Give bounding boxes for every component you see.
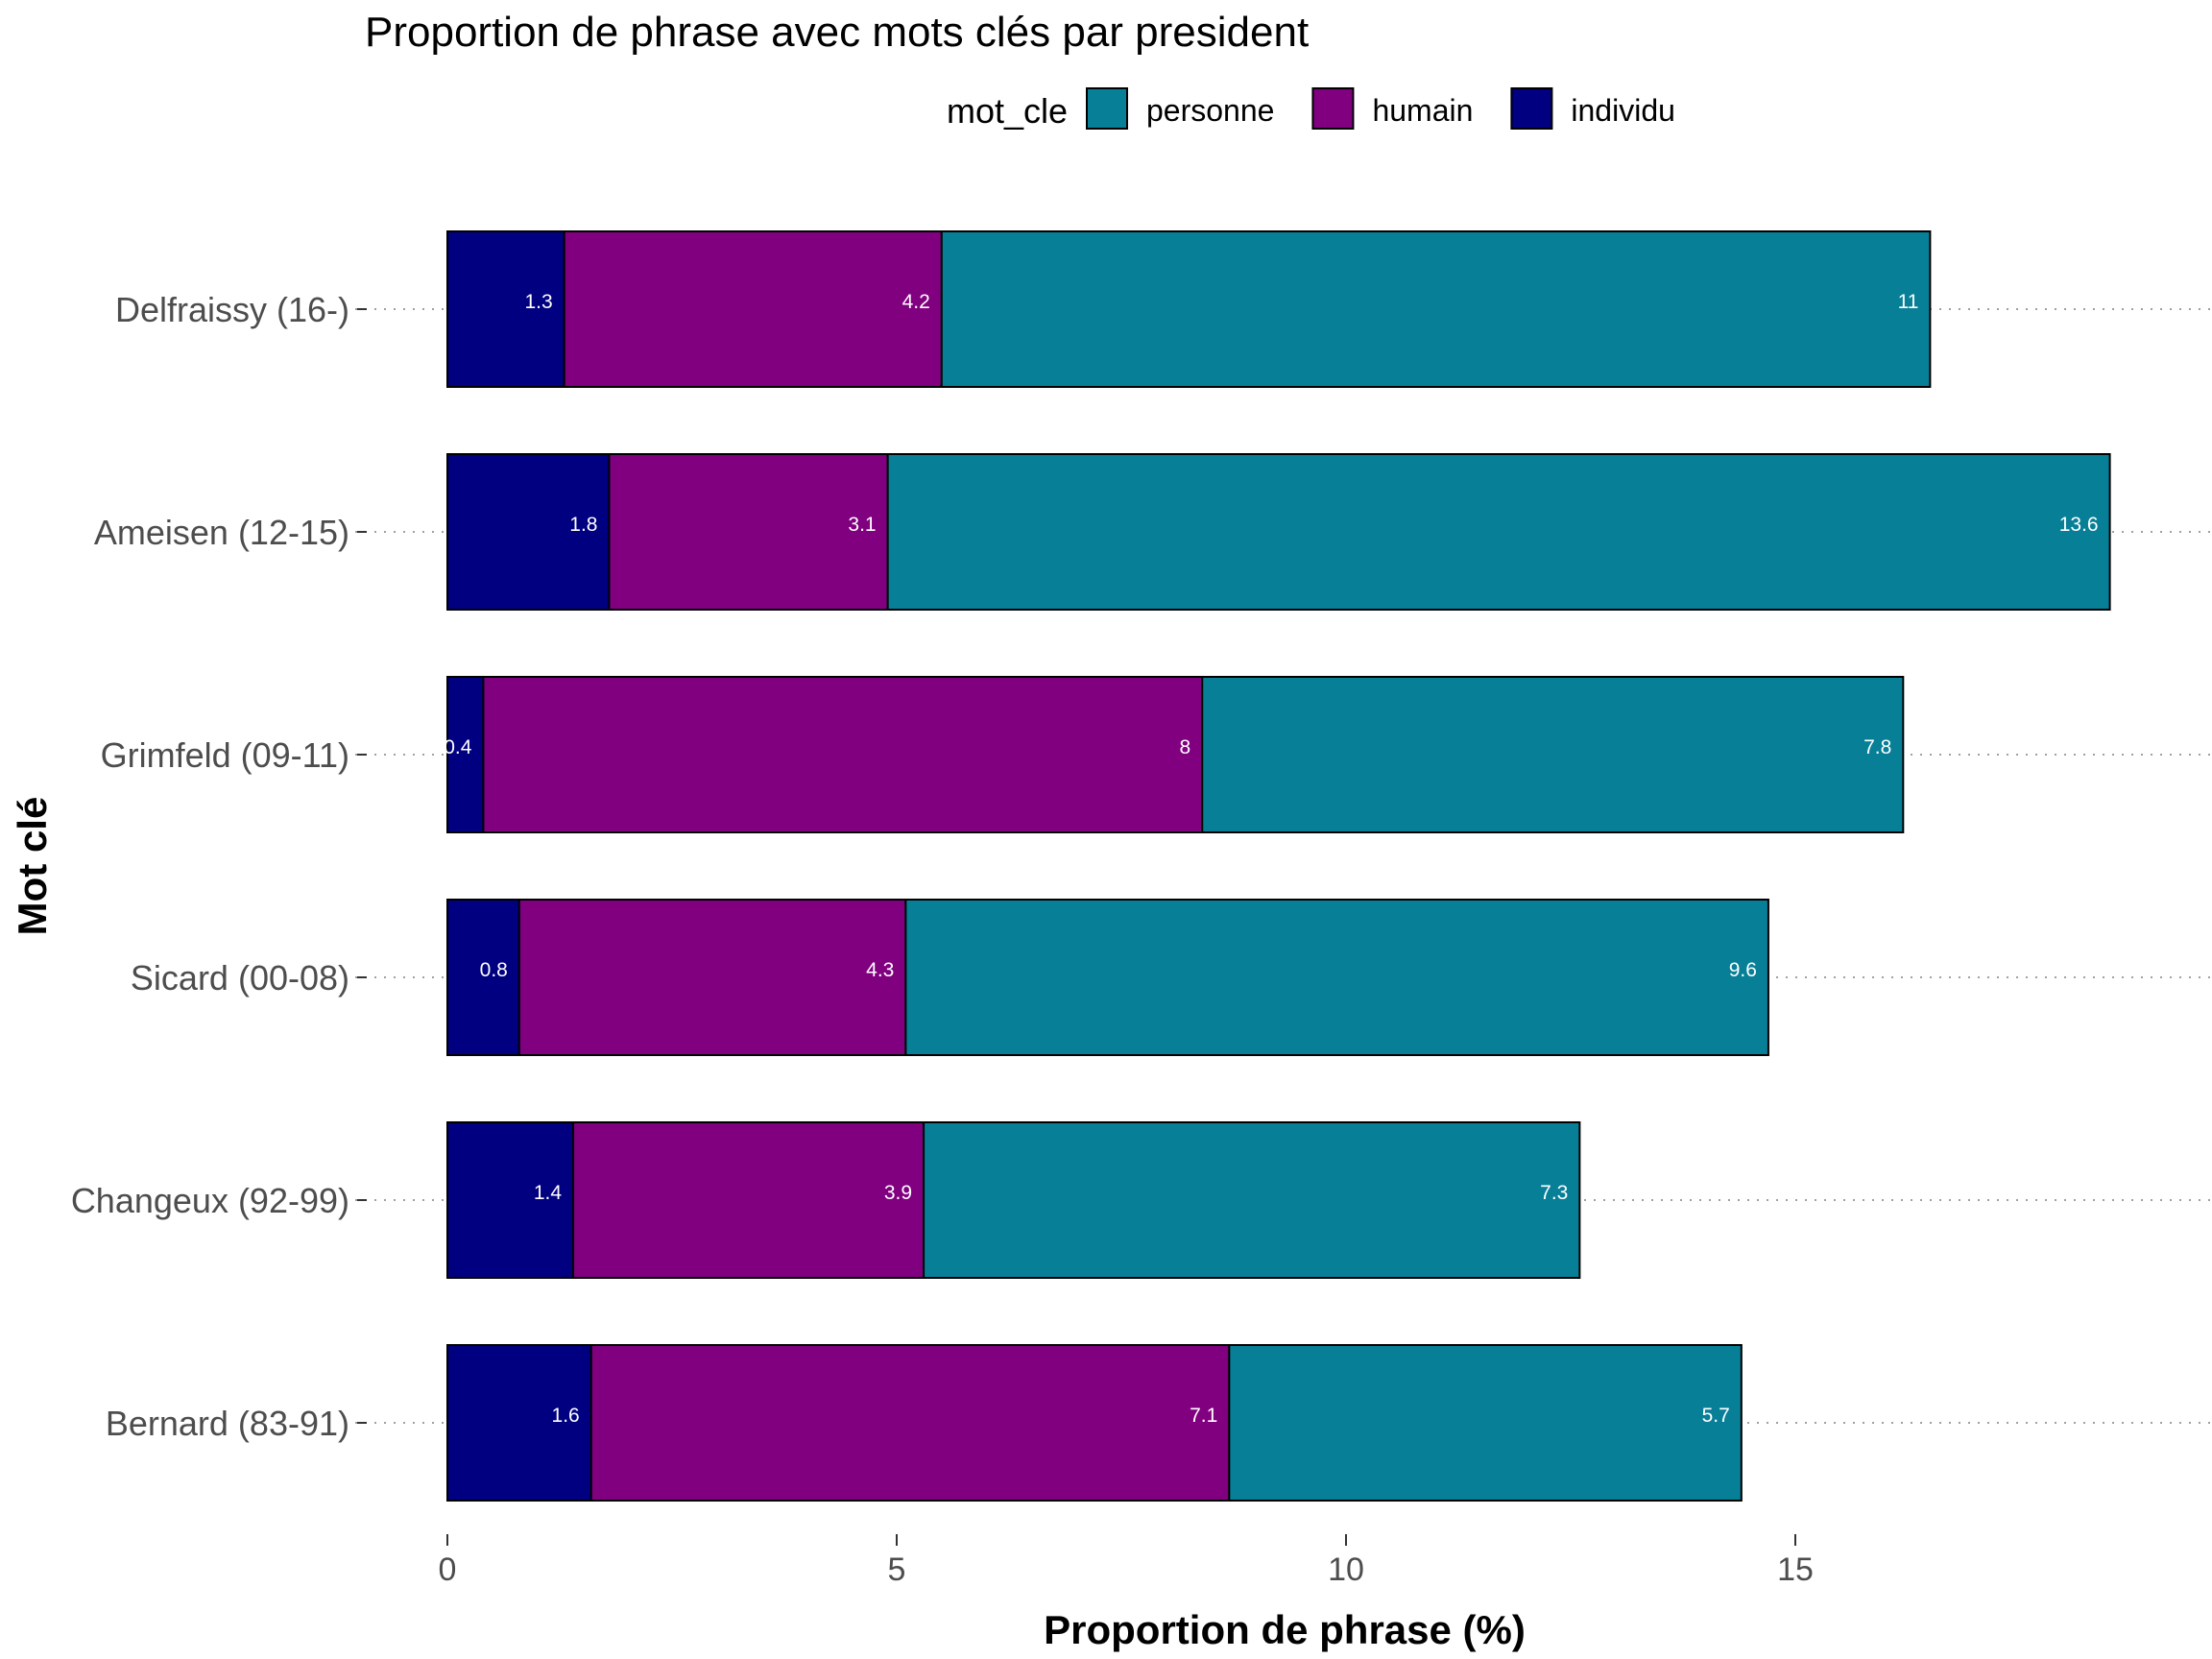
bars — [446, 230, 2111, 1502]
bar-sicard-00-08-individu — [446, 899, 520, 1056]
bar-delfraissy-16-personne — [940, 230, 1932, 388]
bar-delfraissy-16-humain — [563, 230, 943, 388]
bar-ameisen-12-15-individu — [446, 453, 611, 611]
data-label-ameisen-12-15-personne: 13.6 — [2059, 514, 2099, 536]
bar-changeux-92-99-personne — [923, 1121, 1581, 1279]
data-label-bernard-83-91-personne: 5.7 — [1702, 1405, 1730, 1427]
bar-changeux-92-99-humain — [572, 1121, 926, 1279]
data-label-sicard-00-08-personne: 9.6 — [1729, 959, 1757, 981]
x-axis-title: Proportion de phrase (%) — [1044, 1607, 1526, 1652]
y-tick-label-sicard-00-08: Sicard (00-08) — [131, 958, 349, 998]
data-label-bernard-83-91-individu: 1.6 — [552, 1405, 580, 1427]
legend-key-humain — [1311, 87, 1355, 130]
data-label-grimfeld-09-11-individu: 0.4 — [444, 736, 472, 758]
data-label-grimfeld-09-11-humain: 8 — [1180, 736, 1191, 758]
y-tick-label-bernard-83-91: Bernard (83-91) — [106, 1404, 349, 1443]
data-label-sicard-00-08-humain: 4.3 — [866, 959, 894, 981]
bar-bernard-83-91-humain — [589, 1344, 1231, 1502]
data-label-delfraissy-16-personne: 11 — [1898, 291, 1919, 313]
y-tick-label-delfraissy-16: Delfraissy (16-) — [115, 290, 349, 329]
x-tick-label-0: 0 — [439, 1551, 457, 1588]
bar-sicard-00-08-humain — [517, 899, 907, 1056]
legend-key-individu — [1510, 87, 1553, 130]
legend-label-individu: individu — [1571, 93, 1675, 128]
data-label-grimfeld-09-11-personne: 7.8 — [1863, 736, 1891, 758]
x-tick-label-15: 15 — [1777, 1551, 1814, 1588]
bar-ameisen-12-15-personne — [886, 453, 2111, 611]
y-axis-title: Mot clé — [10, 797, 55, 936]
bar-bernard-83-91-personne — [1228, 1344, 1743, 1502]
bar-grimfeld-09-11-personne — [1201, 676, 1905, 833]
y-tick-label-grimfeld-09-11: Grimfeld (09-11) — [101, 735, 349, 775]
data-label-sicard-00-08-individu: 0.8 — [480, 959, 508, 981]
data-label-changeux-92-99-personne: 7.3 — [1540, 1182, 1568, 1204]
data-label-ameisen-12-15-individu: 1.8 — [569, 514, 597, 536]
legend-key-personne — [1086, 87, 1128, 130]
legend-label-personne: personne — [1146, 93, 1274, 128]
bar-delfraissy-16-individu — [446, 230, 565, 388]
bar-ameisen-12-15-humain — [608, 453, 889, 611]
y-axis: Delfraissy (16-) Ameisen (12-15) Grimfeld … — [71, 290, 367, 1443]
x-axis: 0 5 10 15 — [439, 1534, 1814, 1588]
data-label-changeux-92-99-humain: 3.9 — [884, 1182, 912, 1204]
x-tick-label-5: 5 — [888, 1551, 906, 1588]
legend-label-humain: humain — [1372, 93, 1473, 128]
legend-title: mot_cle — [947, 91, 1068, 131]
y-tick-label-changeux-92-99: Changeux (92-99) — [71, 1181, 349, 1220]
data-labels: 1.3 4.2 11 1.8 3.1 13.6 0.4 8 7.8 0.8 4.3 9.6 1.4 3.9… — [444, 291, 2098, 1427]
bar-grimfeld-09-11-humain — [482, 676, 1204, 833]
bar-sicard-00-08-personne — [904, 899, 1769, 1056]
data-label-bernard-83-91-humain: 7.1 — [1190, 1405, 1217, 1427]
y-tick-label-ameisen-12-15: Ameisen (12-15) — [94, 513, 349, 552]
data-label-changeux-92-99-individu: 1.4 — [534, 1182, 563, 1204]
chart-title: Proportion de phrase avec mots clés par … — [365, 9, 1309, 56]
data-label-delfraissy-16-individu: 1.3 — [524, 291, 552, 313]
data-label-delfraissy-16-humain: 4.2 — [902, 291, 930, 313]
bar-grimfeld-09-11-individu — [446, 676, 485, 833]
x-tick-label-10: 10 — [1328, 1551, 1364, 1588]
data-label-ameisen-12-15-humain: 3.1 — [848, 514, 876, 536]
bar-bernard-83-91-individu — [446, 1344, 592, 1502]
legend: mot_cle personne humain individu — [947, 87, 1675, 131]
